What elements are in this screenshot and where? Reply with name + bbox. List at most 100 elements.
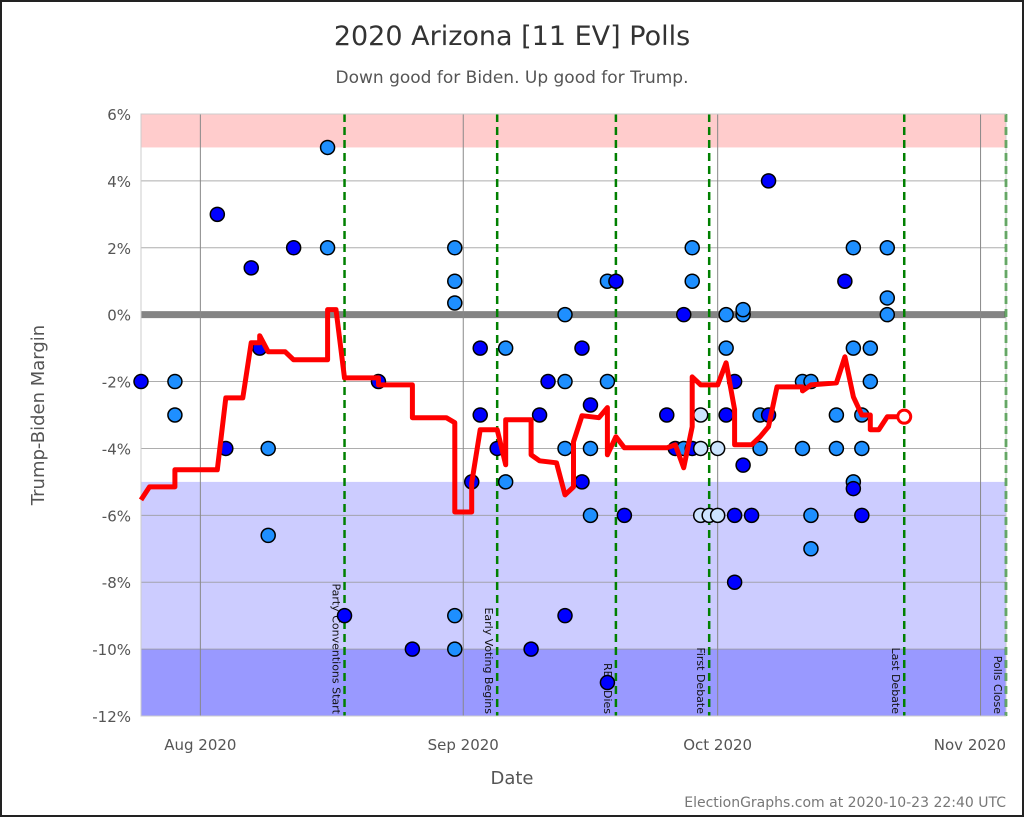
trend-endpoint-marker xyxy=(896,408,913,425)
background-band xyxy=(141,114,1006,148)
poll-point xyxy=(726,507,743,524)
poll-point xyxy=(743,507,760,524)
poll-point xyxy=(752,440,768,457)
poll-point xyxy=(718,407,734,423)
poll-point xyxy=(684,273,700,289)
poll-point xyxy=(447,641,463,657)
x-tick-label: Sep 2020 xyxy=(428,736,499,754)
poll-point xyxy=(557,440,573,457)
y-tick-label: -2% xyxy=(102,374,131,392)
background-band xyxy=(141,649,1006,716)
y-tick-label: 2% xyxy=(107,240,131,258)
poll-point xyxy=(854,440,870,457)
poll-point xyxy=(599,674,616,691)
poll-point xyxy=(692,440,709,457)
poll-point xyxy=(803,507,819,524)
poll-point xyxy=(531,407,548,423)
y-tick-label: -12% xyxy=(92,708,131,726)
poll-point xyxy=(574,474,590,490)
poll-point xyxy=(404,641,421,657)
poll-point xyxy=(760,173,777,189)
poll-point xyxy=(828,440,845,457)
poll-point xyxy=(862,340,879,356)
poll-point xyxy=(472,340,488,356)
poll-point xyxy=(692,407,709,423)
y-tick-label: -10% xyxy=(92,641,131,659)
poll-point xyxy=(735,301,751,318)
y-tick-label: 6% xyxy=(107,106,131,124)
y-tick-label: -4% xyxy=(102,440,131,458)
poll-point xyxy=(447,295,463,311)
poll-point xyxy=(718,340,734,356)
event-label: First Debate xyxy=(694,647,707,714)
poll-point xyxy=(336,607,353,624)
poll-point xyxy=(133,373,149,390)
poll-point xyxy=(285,240,302,256)
poll-point xyxy=(608,273,624,289)
poll-point xyxy=(845,480,862,497)
poll-point xyxy=(599,373,616,390)
poll-point xyxy=(260,527,276,544)
event-label: Early Voting Begins xyxy=(482,607,495,714)
poll-point xyxy=(845,340,862,356)
poll-point xyxy=(735,457,751,473)
y-tick-label: -8% xyxy=(102,574,131,592)
poll-point xyxy=(684,240,700,256)
trend-line xyxy=(138,307,905,515)
plot-area: 6% 4% 2% 0% -2% -4% -6% -8% -10% -12% Aug 2020 Sep … xyxy=(92,106,1008,754)
poll-point xyxy=(845,240,862,256)
poll-point xyxy=(828,407,845,423)
poll-point xyxy=(879,240,896,256)
chart-subtitle: Down good for Biden. Up good for Trump. xyxy=(336,68,689,88)
x-tick-label: Oct 2020 xyxy=(683,736,752,754)
y-tick-label: -6% xyxy=(102,507,131,525)
poll-point xyxy=(879,306,896,323)
poll-point xyxy=(837,273,853,289)
poll-point xyxy=(497,474,514,490)
poll-point xyxy=(616,507,633,524)
poll-point xyxy=(260,440,276,457)
event-label: Party Conventions Start xyxy=(330,583,343,714)
poll-point xyxy=(497,340,514,356)
poll-point xyxy=(447,273,463,289)
poll-point xyxy=(726,574,743,590)
poll-point xyxy=(540,373,556,390)
poll-point xyxy=(659,407,675,423)
x-tick-label: Aug 2020 xyxy=(164,736,236,754)
poll-point xyxy=(675,306,692,323)
chart-title: 2020 Arizona [11 EV] Polls xyxy=(334,21,690,52)
x-axis-label: Date xyxy=(490,768,533,789)
poll-point xyxy=(574,340,590,356)
poll-point xyxy=(167,373,183,390)
poll-point xyxy=(803,541,819,557)
poll-point xyxy=(582,507,599,524)
poll-point xyxy=(472,407,488,423)
poll-point xyxy=(794,440,811,457)
poll-point xyxy=(319,240,336,256)
poll-point xyxy=(854,507,870,524)
x-tick-label: Nov 2020 xyxy=(934,736,1006,754)
poll-point xyxy=(582,397,599,413)
poll-point xyxy=(319,139,336,156)
y-tick-label: 0% xyxy=(107,307,131,325)
poll-point xyxy=(709,507,726,524)
background-band xyxy=(141,481,1006,650)
poll-point xyxy=(557,306,573,323)
poll-point xyxy=(557,373,573,390)
poll-point xyxy=(557,607,573,624)
poll-point xyxy=(709,440,726,457)
poll-point xyxy=(523,641,539,657)
event-label: Polls Close xyxy=(991,656,1004,715)
poll-point xyxy=(862,373,879,390)
poll-point xyxy=(167,407,183,423)
poll-point xyxy=(879,290,896,306)
y-axis-label: Trump-Biden Margin xyxy=(28,325,49,506)
event-label: Last Debate xyxy=(889,648,902,715)
poll-point xyxy=(243,260,259,276)
y-tick-label: 4% xyxy=(107,173,131,191)
poll-point xyxy=(582,440,599,457)
poll-point xyxy=(718,306,734,323)
poll-point xyxy=(209,206,226,223)
